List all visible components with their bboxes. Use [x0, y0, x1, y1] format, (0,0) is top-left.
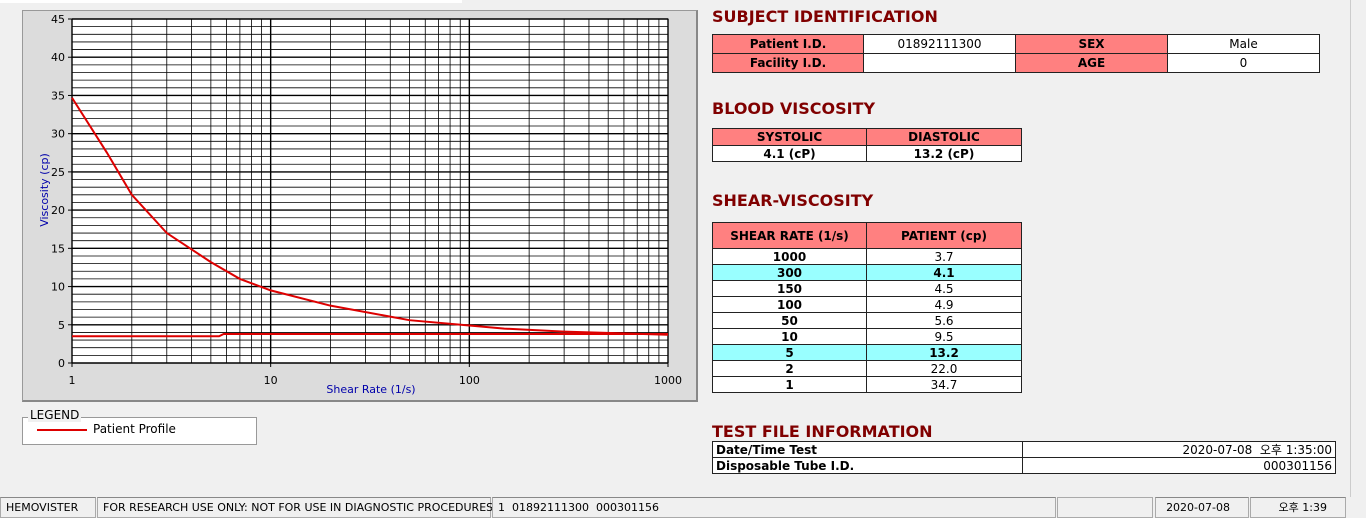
- patient-value: 4.5: [866, 280, 1022, 297]
- info-value: [863, 53, 1016, 73]
- table-header: SHEAR RATE (1/s): [712, 222, 867, 249]
- x-tick-label: 1: [69, 374, 76, 387]
- status-empty: [1057, 497, 1153, 518]
- y-tick-label: 30: [51, 128, 65, 141]
- legend-title: LEGEND: [28, 408, 82, 422]
- info-label: Facility I.D.: [712, 53, 864, 73]
- info-label: Disposable Tube I.D.: [712, 457, 1023, 474]
- shear-rate: 5: [712, 344, 867, 361]
- patient-value: 4.1: [866, 264, 1022, 281]
- top-strip: [0, 0, 462, 3]
- section-title: TEST FILE INFORMATION: [712, 422, 933, 441]
- x-tick-label: 1000: [654, 374, 682, 387]
- y-tick-label: 0: [58, 357, 65, 370]
- status-date: 2020-07-08: [1155, 497, 1249, 518]
- shear-rate: 50: [712, 312, 867, 329]
- legend-swatch: [37, 429, 87, 431]
- series-line: [72, 332, 668, 338]
- info-value: 0: [1167, 53, 1320, 73]
- info-value: 2020-07-08 오후 1:35:00: [1022, 441, 1336, 458]
- table-value: 4.1 (cP): [712, 145, 867, 162]
- section-title: SUBJECT IDENTIFICATION: [712, 7, 938, 26]
- status-app: HEMOVISTER: [0, 497, 96, 518]
- table-header: PATIENT (cp): [866, 222, 1022, 249]
- shear-rate: 2: [712, 360, 867, 377]
- plot-area: [71, 18, 669, 364]
- info-label: Patient I.D.: [712, 34, 864, 54]
- shear-rate: 100: [712, 296, 867, 313]
- y-axis-label: Viscosity (cp): [38, 153, 51, 227]
- shear-rate: 1: [712, 376, 867, 393]
- y-tick-label: 40: [51, 51, 65, 64]
- table-header: DIASTOLIC: [866, 128, 1022, 146]
- shear-rate: 300: [712, 264, 867, 281]
- right-edge: [1350, 0, 1366, 497]
- section-title: BLOOD VISCOSITY: [712, 99, 876, 118]
- patient-value: 3.7: [866, 248, 1022, 265]
- section-title: SHEAR-VISCOSITY: [712, 191, 874, 210]
- status-time: 오후 1:39: [1250, 497, 1346, 518]
- patient-value: 5.6: [866, 312, 1022, 329]
- patient-value: 4.9: [866, 296, 1022, 313]
- left-edge: [0, 497, 7, 518]
- table-header: SYSTOLIC: [712, 128, 867, 146]
- legend-label: Patient Profile: [93, 422, 176, 436]
- y-tick-label: 45: [51, 13, 65, 26]
- shear-rate: 1000: [712, 248, 867, 265]
- info-label: AGE: [1015, 53, 1168, 73]
- y-tick-label: 25: [51, 166, 65, 179]
- x-tick-label: 100: [459, 374, 480, 387]
- status-notice: FOR RESEARCH USE ONLY: NOT FOR USE IN DI…: [97, 497, 493, 518]
- info-label: SEX: [1015, 34, 1168, 54]
- y-tick-label: 5: [58, 319, 65, 332]
- info-value: 01892111300: [863, 34, 1016, 54]
- y-tick-label: 15: [51, 242, 65, 255]
- y-tick-label: 35: [51, 89, 65, 102]
- y-tick-label: 10: [51, 281, 65, 294]
- shear-rate: 10: [712, 328, 867, 345]
- info-label: Date/Time Test: [712, 441, 1023, 458]
- x-tick-label: 10: [264, 374, 278, 387]
- patient-value: 22.0: [866, 360, 1022, 377]
- table-value: 13.2 (cP): [866, 145, 1022, 162]
- grid: [68, 18, 669, 367]
- info-value: Male: [1167, 34, 1320, 54]
- chart: Shear Rate (1/s) Viscosity (cp) 1 10 100 10…: [38, 13, 682, 396]
- shear-rate: 150: [712, 280, 867, 297]
- info-value: 000301156: [1022, 457, 1336, 474]
- patient-value: 34.7: [866, 376, 1022, 393]
- series-layer: [71, 97, 669, 338]
- patient-value: 13.2: [866, 344, 1022, 361]
- y-tick-label: 20: [51, 204, 65, 217]
- series-line: [71, 97, 669, 336]
- patient-value: 9.5: [866, 328, 1022, 345]
- x-axis-label: Shear Rate (1/s): [326, 383, 415, 396]
- status-record: 1 01892111300 000301156: [492, 497, 1056, 518]
